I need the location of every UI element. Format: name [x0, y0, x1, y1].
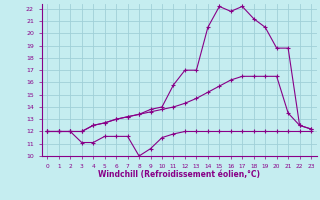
X-axis label: Windchill (Refroidissement éolien,°C): Windchill (Refroidissement éolien,°C) — [98, 170, 260, 179]
